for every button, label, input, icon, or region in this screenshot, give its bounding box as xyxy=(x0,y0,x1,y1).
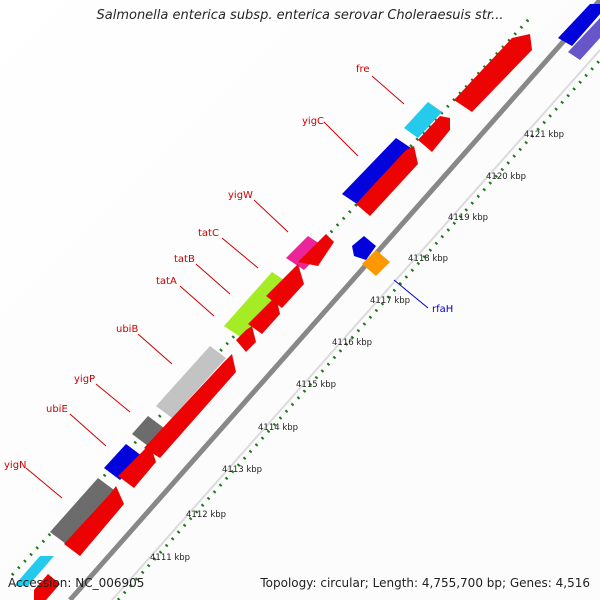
tick-label: 4119 kbp xyxy=(448,213,488,223)
gene-label-tatA[interactable]: tatA xyxy=(156,276,177,287)
tick-label: 4112 kbp xyxy=(186,510,226,520)
accession-label: Accession: NC_006905 xyxy=(8,576,145,590)
gene-labels: fre yigC yigW tatC tatB tatA ubiB yigP u… xyxy=(4,64,453,471)
gene-label-fre[interactable]: fre xyxy=(356,64,370,75)
tick-label: 4116 kbp xyxy=(332,338,372,348)
tick-labels: 4121 kbp 4120 kbp 4119 kbp 4118 kbp 4117… xyxy=(150,130,564,563)
genome-summary: Topology: circular; Length: 4,755,700 bp… xyxy=(260,576,590,590)
gene-label-tatC[interactable]: tatC xyxy=(198,228,219,239)
gene-label-yigW[interactable]: yigW xyxy=(228,190,253,201)
gene-label-rfaH[interactable]: rfaH xyxy=(432,304,453,315)
tick-label: 4114 kbp xyxy=(258,423,298,433)
gene-label-tatB[interactable]: tatB xyxy=(174,254,195,265)
label-leaders xyxy=(25,75,429,499)
tick-label: 4117 kbp xyxy=(370,296,410,306)
gene-label-yigC[interactable]: yigC xyxy=(302,116,324,127)
tick-label: 4111 kbp xyxy=(150,553,190,563)
gene-label-yigP[interactable]: yigP xyxy=(74,374,95,385)
tick-label: 4115 kbp xyxy=(296,380,336,390)
tick-label: 4120 kbp xyxy=(486,172,526,182)
gene-label-ubiB[interactable]: ubiB xyxy=(116,324,138,335)
gene-label-yigN[interactable]: yigN xyxy=(4,460,27,471)
gene-label-ubiE[interactable]: ubiE xyxy=(46,404,68,415)
tick-label: 4113 kbp xyxy=(222,465,262,475)
tick-label: 4121 kbp xyxy=(524,130,564,140)
tick-label: 4118 kbp xyxy=(408,254,448,264)
